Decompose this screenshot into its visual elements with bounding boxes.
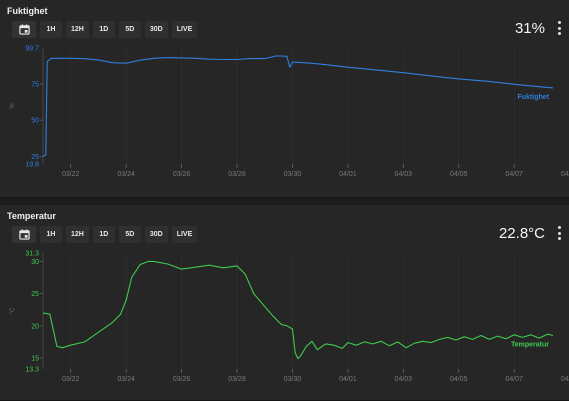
y-tick-label: 20	[31, 323, 39, 330]
y-axis-label: %	[10, 103, 16, 109]
range-1d-button[interactable]: 1D	[92, 226, 115, 243]
y-axis-label: °C	[10, 307, 16, 314]
y-min-label: 19.8	[25, 162, 39, 169]
x-tick-label: 04/05	[450, 171, 468, 178]
calendar-icon	[18, 24, 30, 35]
range-toolbar: 1H 12H 1D 5D 30D LIVE	[12, 226, 198, 243]
y-tick-label: 25	[31, 154, 39, 161]
current-value: 22.8°C	[498, 225, 545, 242]
x-tick-label: 04/05	[450, 376, 468, 383]
x-tick-label: 03/30	[284, 376, 302, 383]
temperature-chart[interactable]: 03/22 03/24 03/26 03/28 03/30 04/01 04/03 04/05…	[0, 245, 569, 395]
y-tick-label: 30	[31, 259, 39, 266]
x-tick-label: 03/28	[228, 376, 246, 383]
range-30d-button[interactable]: 30D	[144, 226, 168, 243]
x-tick-label: 03/26	[173, 376, 191, 383]
calendar-button[interactable]	[12, 226, 36, 243]
range-live-button[interactable]: LIVE	[171, 21, 198, 38]
x-tick-label: 04/09	[561, 376, 569, 383]
card-title: Fuktighet	[7, 6, 48, 16]
x-tick-label: 03/24	[117, 376, 135, 383]
range-1h-button[interactable]: 1H	[40, 21, 62, 38]
card-title: Temperatur	[7, 211, 56, 221]
series-label: Temperatur	[511, 341, 549, 348]
calendar-button[interactable]	[12, 21, 36, 38]
x-tick-label: 04/03	[395, 376, 413, 383]
range-30d-button[interactable]: 30D	[144, 21, 168, 38]
more-menu-icon[interactable]	[555, 226, 563, 240]
range-5d-button[interactable]: 5D	[118, 226, 141, 243]
calendar-icon	[18, 229, 30, 240]
series-label: Fuktighet	[518, 94, 550, 101]
x-tick-label: 04/01	[339, 376, 357, 383]
y-tick-label: 15	[31, 356, 39, 363]
humidity-chart[interactable]: 03/22 03/24 03/26 03/28 03/30 04/01 04/03 04/05…	[0, 40, 569, 190]
x-tick-label: 03/26	[173, 171, 191, 178]
y-tick-label: 75	[31, 81, 39, 88]
current-value: 31%	[514, 20, 545, 37]
x-tick-label: 03/30	[284, 171, 302, 178]
x-tick-label: 04/09	[561, 171, 569, 178]
y-max-label: 99.7	[25, 46, 39, 53]
temperature-card: Temperatur 1H 12H 1D 5D 30D LIVE 22.8°C	[0, 205, 569, 401]
humidity-card: Fuktighet 1H 12H 1D 5D 30D LIVE 31%	[0, 0, 569, 198]
range-live-button[interactable]: LIVE	[171, 226, 198, 243]
range-5d-button[interactable]: 5D	[118, 21, 141, 38]
range-1h-button[interactable]: 1H	[40, 226, 62, 243]
x-tick-label: 03/22	[62, 376, 80, 383]
range-1d-button[interactable]: 1D	[92, 21, 115, 38]
x-tick-label: 04/07	[505, 376, 523, 383]
range-12h-button[interactable]: 12H	[66, 226, 89, 243]
y-tick-label: 25	[31, 291, 39, 298]
x-tick-label: 03/28	[228, 171, 246, 178]
range-12h-button[interactable]: 12H	[66, 21, 89, 38]
range-toolbar: 1H 12H 1D 5D 30D LIVE	[12, 21, 198, 38]
y-max-label: 31.3	[25, 251, 39, 258]
y-min-label: 13.3	[25, 367, 39, 374]
x-tick-label: 04/03	[395, 171, 413, 178]
series-line	[42, 260, 554, 360]
x-tick-label: 03/24	[117, 171, 135, 178]
x-tick-label: 04/07	[505, 171, 523, 178]
y-tick-label: 50	[31, 118, 39, 125]
series-line	[42, 55, 554, 157]
x-tick-label: 03/22	[62, 171, 80, 178]
x-tick-label: 04/01	[339, 171, 357, 178]
more-menu-icon[interactable]	[555, 21, 563, 35]
